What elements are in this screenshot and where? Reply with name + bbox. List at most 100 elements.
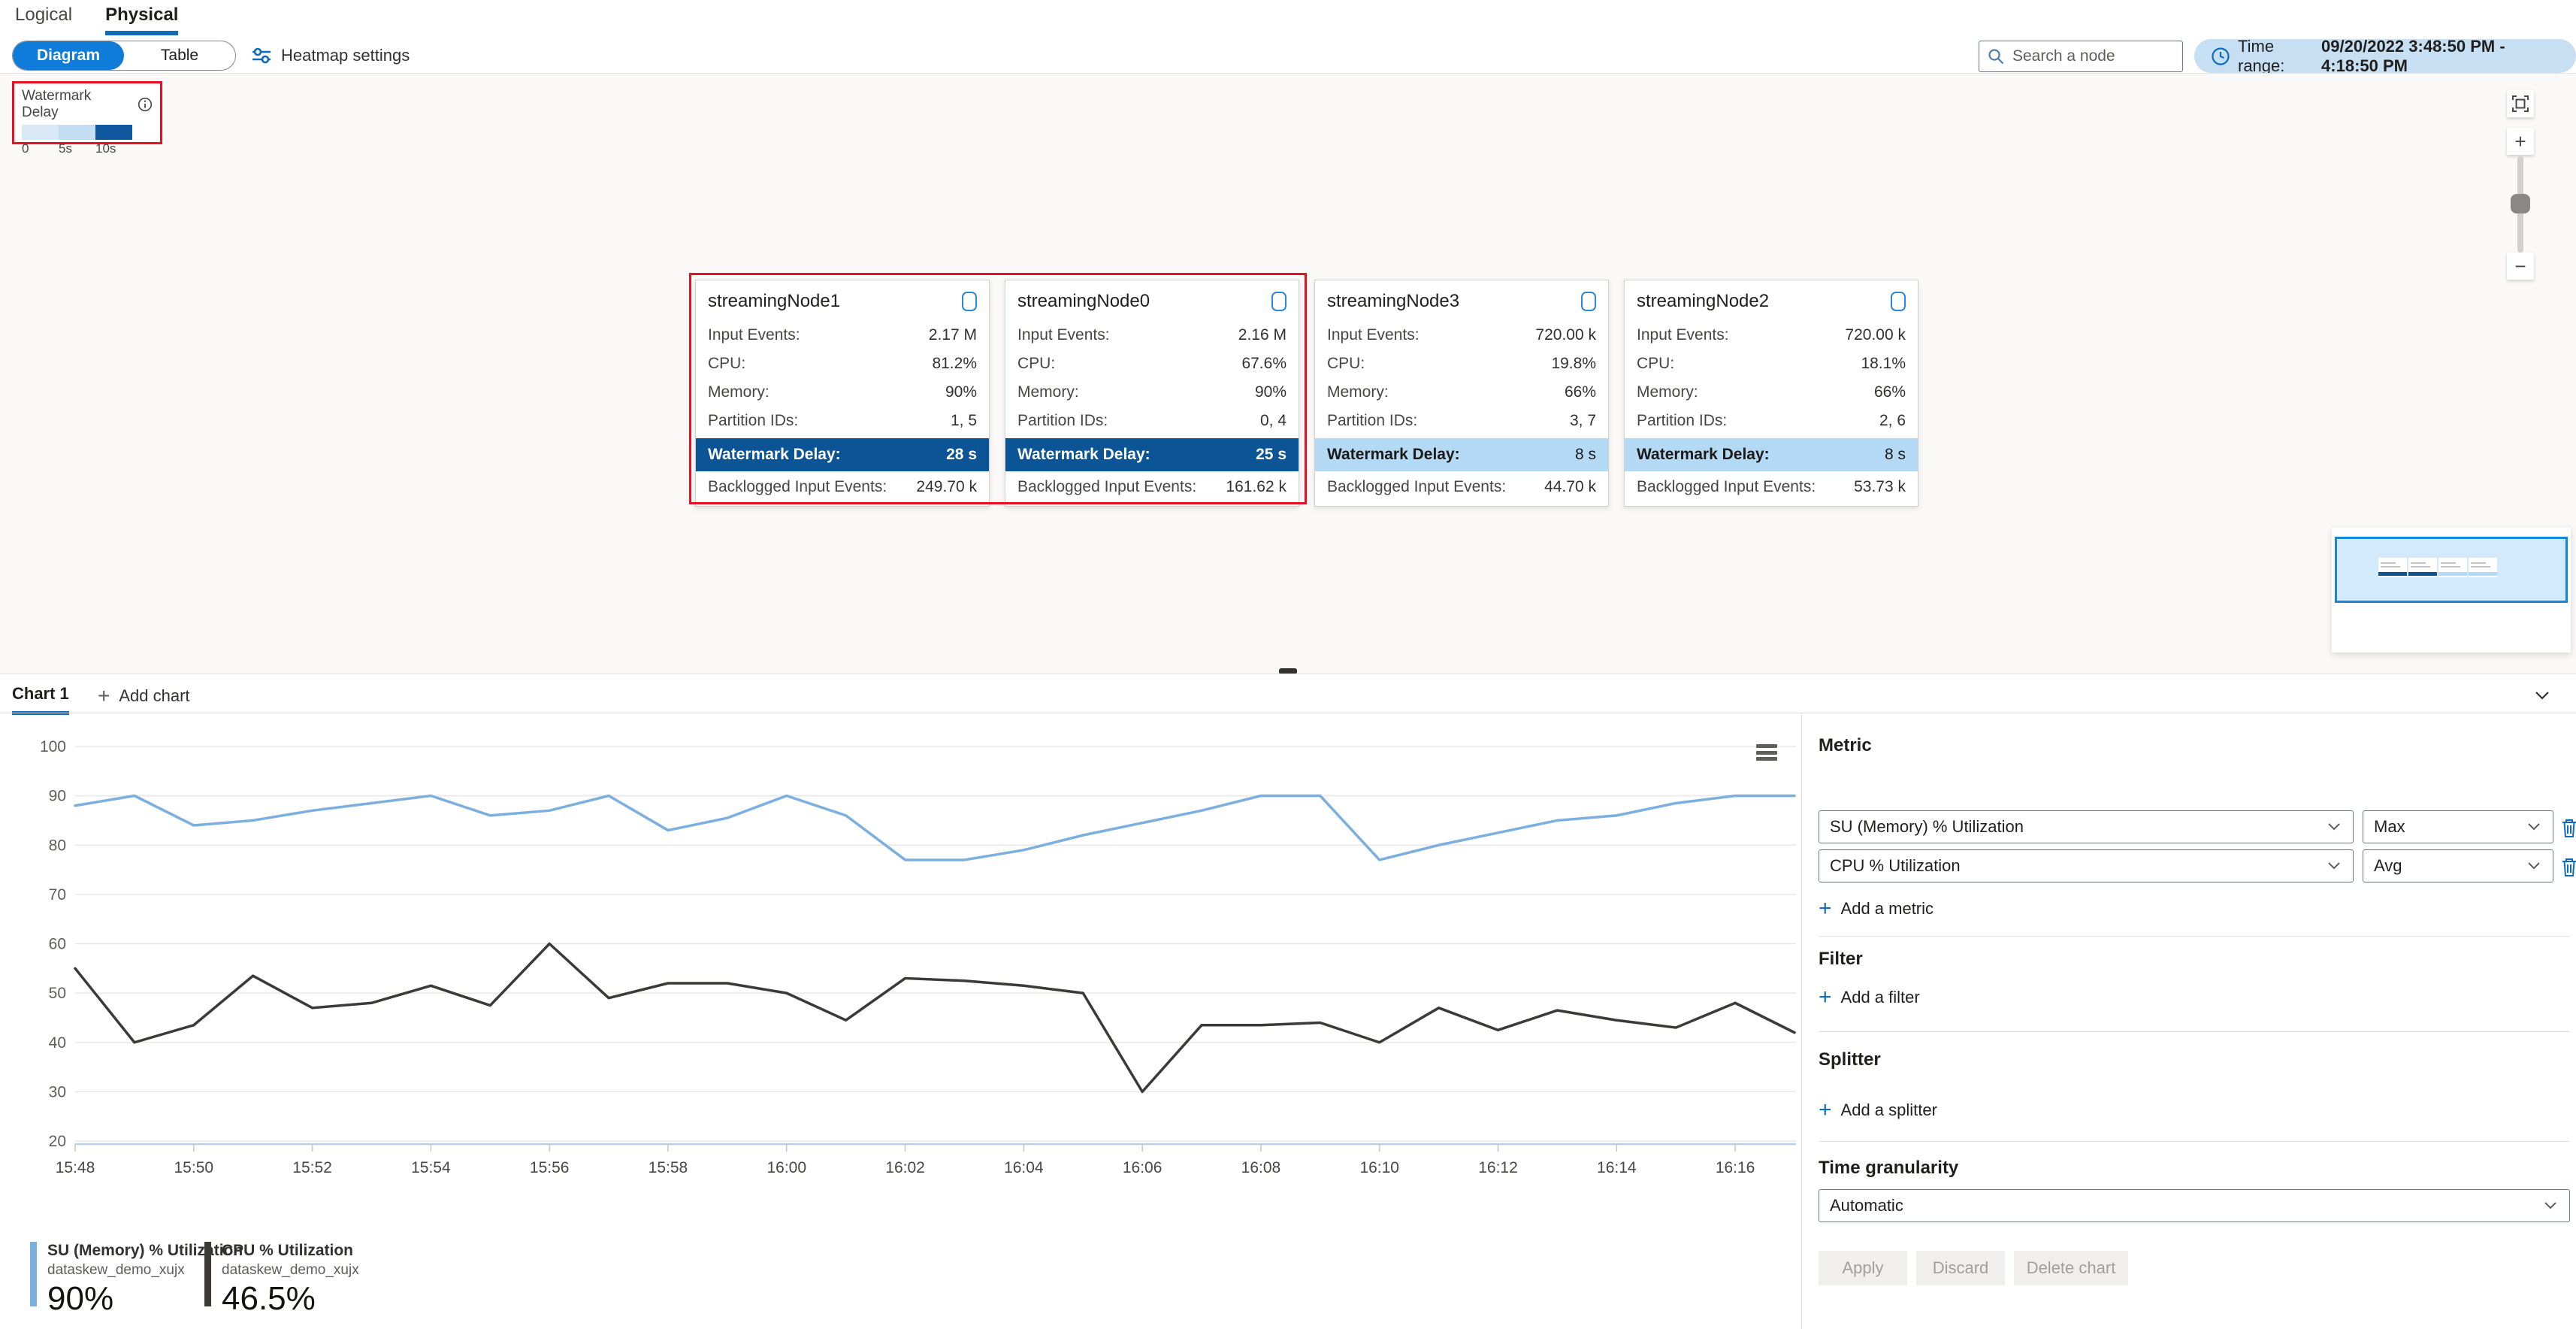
row-label: Partition IDs: xyxy=(1017,412,1108,429)
row-label: Backlogged Input Events: xyxy=(708,478,887,495)
row-value: 90% xyxy=(945,383,977,401)
minimap-node xyxy=(2378,558,2407,577)
info-icon[interactable] xyxy=(138,97,153,112)
watermark-delay-row: Watermark Delay: 8 s xyxy=(1315,438,1608,471)
legend-cpu[interactable]: CPU % Utilization dataskew_demo_xujx 46.… xyxy=(204,1242,359,1318)
node-card-streamingNode2[interactable]: streamingNode2 Input Events: 720.00 k CPU… xyxy=(1624,280,1918,507)
minimap-node xyxy=(2408,558,2437,577)
zoom-slider-handle[interactable] xyxy=(2511,194,2530,213)
metrics-line-chart: 20 30 40 50 60 70 80 90 100 15:48 15:50 15:52 15:54 1… xyxy=(40,738,1796,1176)
svg-text:16:00: 16:00 xyxy=(766,1159,806,1176)
delete-chart-button[interactable]: Delete chart xyxy=(2014,1251,2128,1285)
apply-button[interactable]: Apply xyxy=(1819,1251,1907,1285)
row-value: 1, 5 xyxy=(950,412,977,429)
node-title: streamingNode0 xyxy=(1017,291,1150,311)
section-divider xyxy=(1819,1031,2570,1032)
toggle-diagram[interactable]: Diagram xyxy=(13,41,124,70)
svg-text:15:58: 15:58 xyxy=(649,1159,688,1176)
metric-dropdown-1[interactable]: SU (Memory) % Utilization xyxy=(1819,810,2354,843)
sliders-icon xyxy=(251,45,272,66)
discard-button[interactable]: Discard xyxy=(1916,1251,2005,1285)
svg-text:16:14: 16:14 xyxy=(1597,1159,1637,1176)
row-value: 44.70 k xyxy=(1544,478,1596,495)
row-value: 66% xyxy=(1564,383,1596,401)
tab-physical[interactable]: Physical xyxy=(105,5,179,35)
delete-metric-1-button[interactable] xyxy=(2559,816,2576,839)
minus-icon: − xyxy=(2514,254,2526,277)
plus-icon: + xyxy=(2514,129,2526,153)
toggle-table[interactable]: Table xyxy=(160,47,199,64)
svg-text:40: 40 xyxy=(49,1034,66,1052)
delete-metric-2-button[interactable] xyxy=(2559,855,2576,878)
toolbar-divider xyxy=(0,73,2576,74)
row-value: 249.70 k xyxy=(916,478,977,495)
collapse-chart-panel-button[interactable] xyxy=(2531,689,2553,704)
row-label: Memory: xyxy=(1327,383,1389,401)
legend-su-memory[interactable]: SU (Memory) % Utilization dataskew_demo_… xyxy=(30,1242,243,1318)
row-label: Memory: xyxy=(1637,383,1698,401)
node-checkbox[interactable] xyxy=(962,292,977,311)
row-label: Partition IDs: xyxy=(1327,412,1418,429)
time-range-label: Time range: xyxy=(2238,36,2285,75)
section-divider xyxy=(1819,936,2570,937)
add-chart-label: Add chart xyxy=(119,686,190,705)
node-card-streamingNode3[interactable]: streamingNode3 Input Events: 720.00 k CPU… xyxy=(1314,280,1609,507)
node-checkbox[interactable] xyxy=(1271,292,1286,311)
tab-logical[interactable]: Logical xyxy=(15,5,73,25)
row-value: 67.6% xyxy=(1241,355,1286,372)
svg-text:70: 70 xyxy=(49,886,66,904)
minimap-node xyxy=(2469,558,2497,577)
legend-color-bar xyxy=(30,1242,37,1306)
add-splitter-button[interactable]: + Add a splitter xyxy=(1819,1097,1937,1122)
time-granularity-dropdown[interactable]: Automatic xyxy=(1819,1189,2570,1222)
watermark-delay-row: Watermark Delay: 25 s xyxy=(1005,438,1299,471)
node-title: streamingNode1 xyxy=(708,291,841,311)
svg-text:100: 100 xyxy=(40,738,66,755)
node-checkbox[interactable] xyxy=(1891,292,1906,311)
fit-to-screen-button[interactable] xyxy=(2507,90,2534,117)
time-range-pill[interactable]: Time range: 09/20/2022 3:48:50 PM - 4:18… xyxy=(2194,36,2576,75)
svg-text:16:02: 16:02 xyxy=(885,1159,925,1176)
watermark-delay-row: Watermark Delay: 28 s xyxy=(696,438,989,471)
row-value: 53.73 k xyxy=(1854,478,1906,495)
node-card-streamingNode1[interactable]: streamingNode1 Input Events: 2.17 M CPU: 8… xyxy=(695,280,990,507)
legend-resource: dataskew_demo_xujx xyxy=(222,1262,359,1278)
row-value: 2.17 M xyxy=(928,326,977,344)
add-metric-button[interactable]: + Add a metric xyxy=(1819,896,1934,921)
node-search xyxy=(1979,41,2183,72)
add-filter-button[interactable]: + Add a filter xyxy=(1819,985,1920,1010)
svg-text:20: 20 xyxy=(49,1133,66,1150)
row-value: 3, 7 xyxy=(1569,412,1596,429)
zoom-out-button[interactable]: − xyxy=(2507,253,2534,280)
zoom-in-button[interactable]: + xyxy=(2507,128,2534,155)
row-value: 2.16 M xyxy=(1238,326,1286,344)
panel-resize-handle[interactable] xyxy=(1279,668,1297,674)
filter-section-title: Filter xyxy=(1819,949,1863,969)
row-label: Partition IDs: xyxy=(1637,412,1728,429)
metric-dropdown-2[interactable]: CPU % Utilization xyxy=(1819,849,2354,882)
search-icon xyxy=(1987,47,2005,65)
watermark-delay-row: Watermark Delay: 8 s xyxy=(1625,438,1918,471)
row-label: Memory: xyxy=(1017,383,1079,401)
svg-text:16:16: 16:16 xyxy=(1716,1159,1755,1176)
row-value: 19.8% xyxy=(1551,355,1596,372)
time-range-value: 09/20/2022 3:48:50 PM - 4:18:50 PM xyxy=(2321,36,2505,75)
row-label: CPU: xyxy=(1637,355,1675,372)
tab-chart-1[interactable]: Chart 1 xyxy=(12,684,69,715)
add-chart-button[interactable]: + Add chart xyxy=(98,684,190,708)
row-label: Backlogged Input Events: xyxy=(1327,478,1507,495)
svg-text:30: 30 xyxy=(49,1083,66,1100)
aggregation-dropdown-1[interactable]: Max xyxy=(2363,810,2553,843)
heatmap-color-scale xyxy=(22,125,153,140)
legend-stop-0: 0 xyxy=(22,141,29,156)
node-checkbox[interactable] xyxy=(1581,292,1596,311)
row-value: 2, 6 xyxy=(1879,412,1906,429)
node-card-streamingNode0[interactable]: streamingNode0 Input Events: 2.16 M CPU: 6… xyxy=(1005,280,1299,507)
aggregation-dropdown-2[interactable]: Avg xyxy=(2363,849,2553,882)
chart-panel-divider xyxy=(1801,713,1802,1329)
node-title: streamingNode3 xyxy=(1327,291,1460,311)
row-value: 66% xyxy=(1873,383,1906,401)
search-input[interactable] xyxy=(2012,47,2163,65)
chart-menu-icon[interactable] xyxy=(1756,744,1777,761)
heatmap-settings-button[interactable]: Heatmap settings xyxy=(251,45,410,66)
